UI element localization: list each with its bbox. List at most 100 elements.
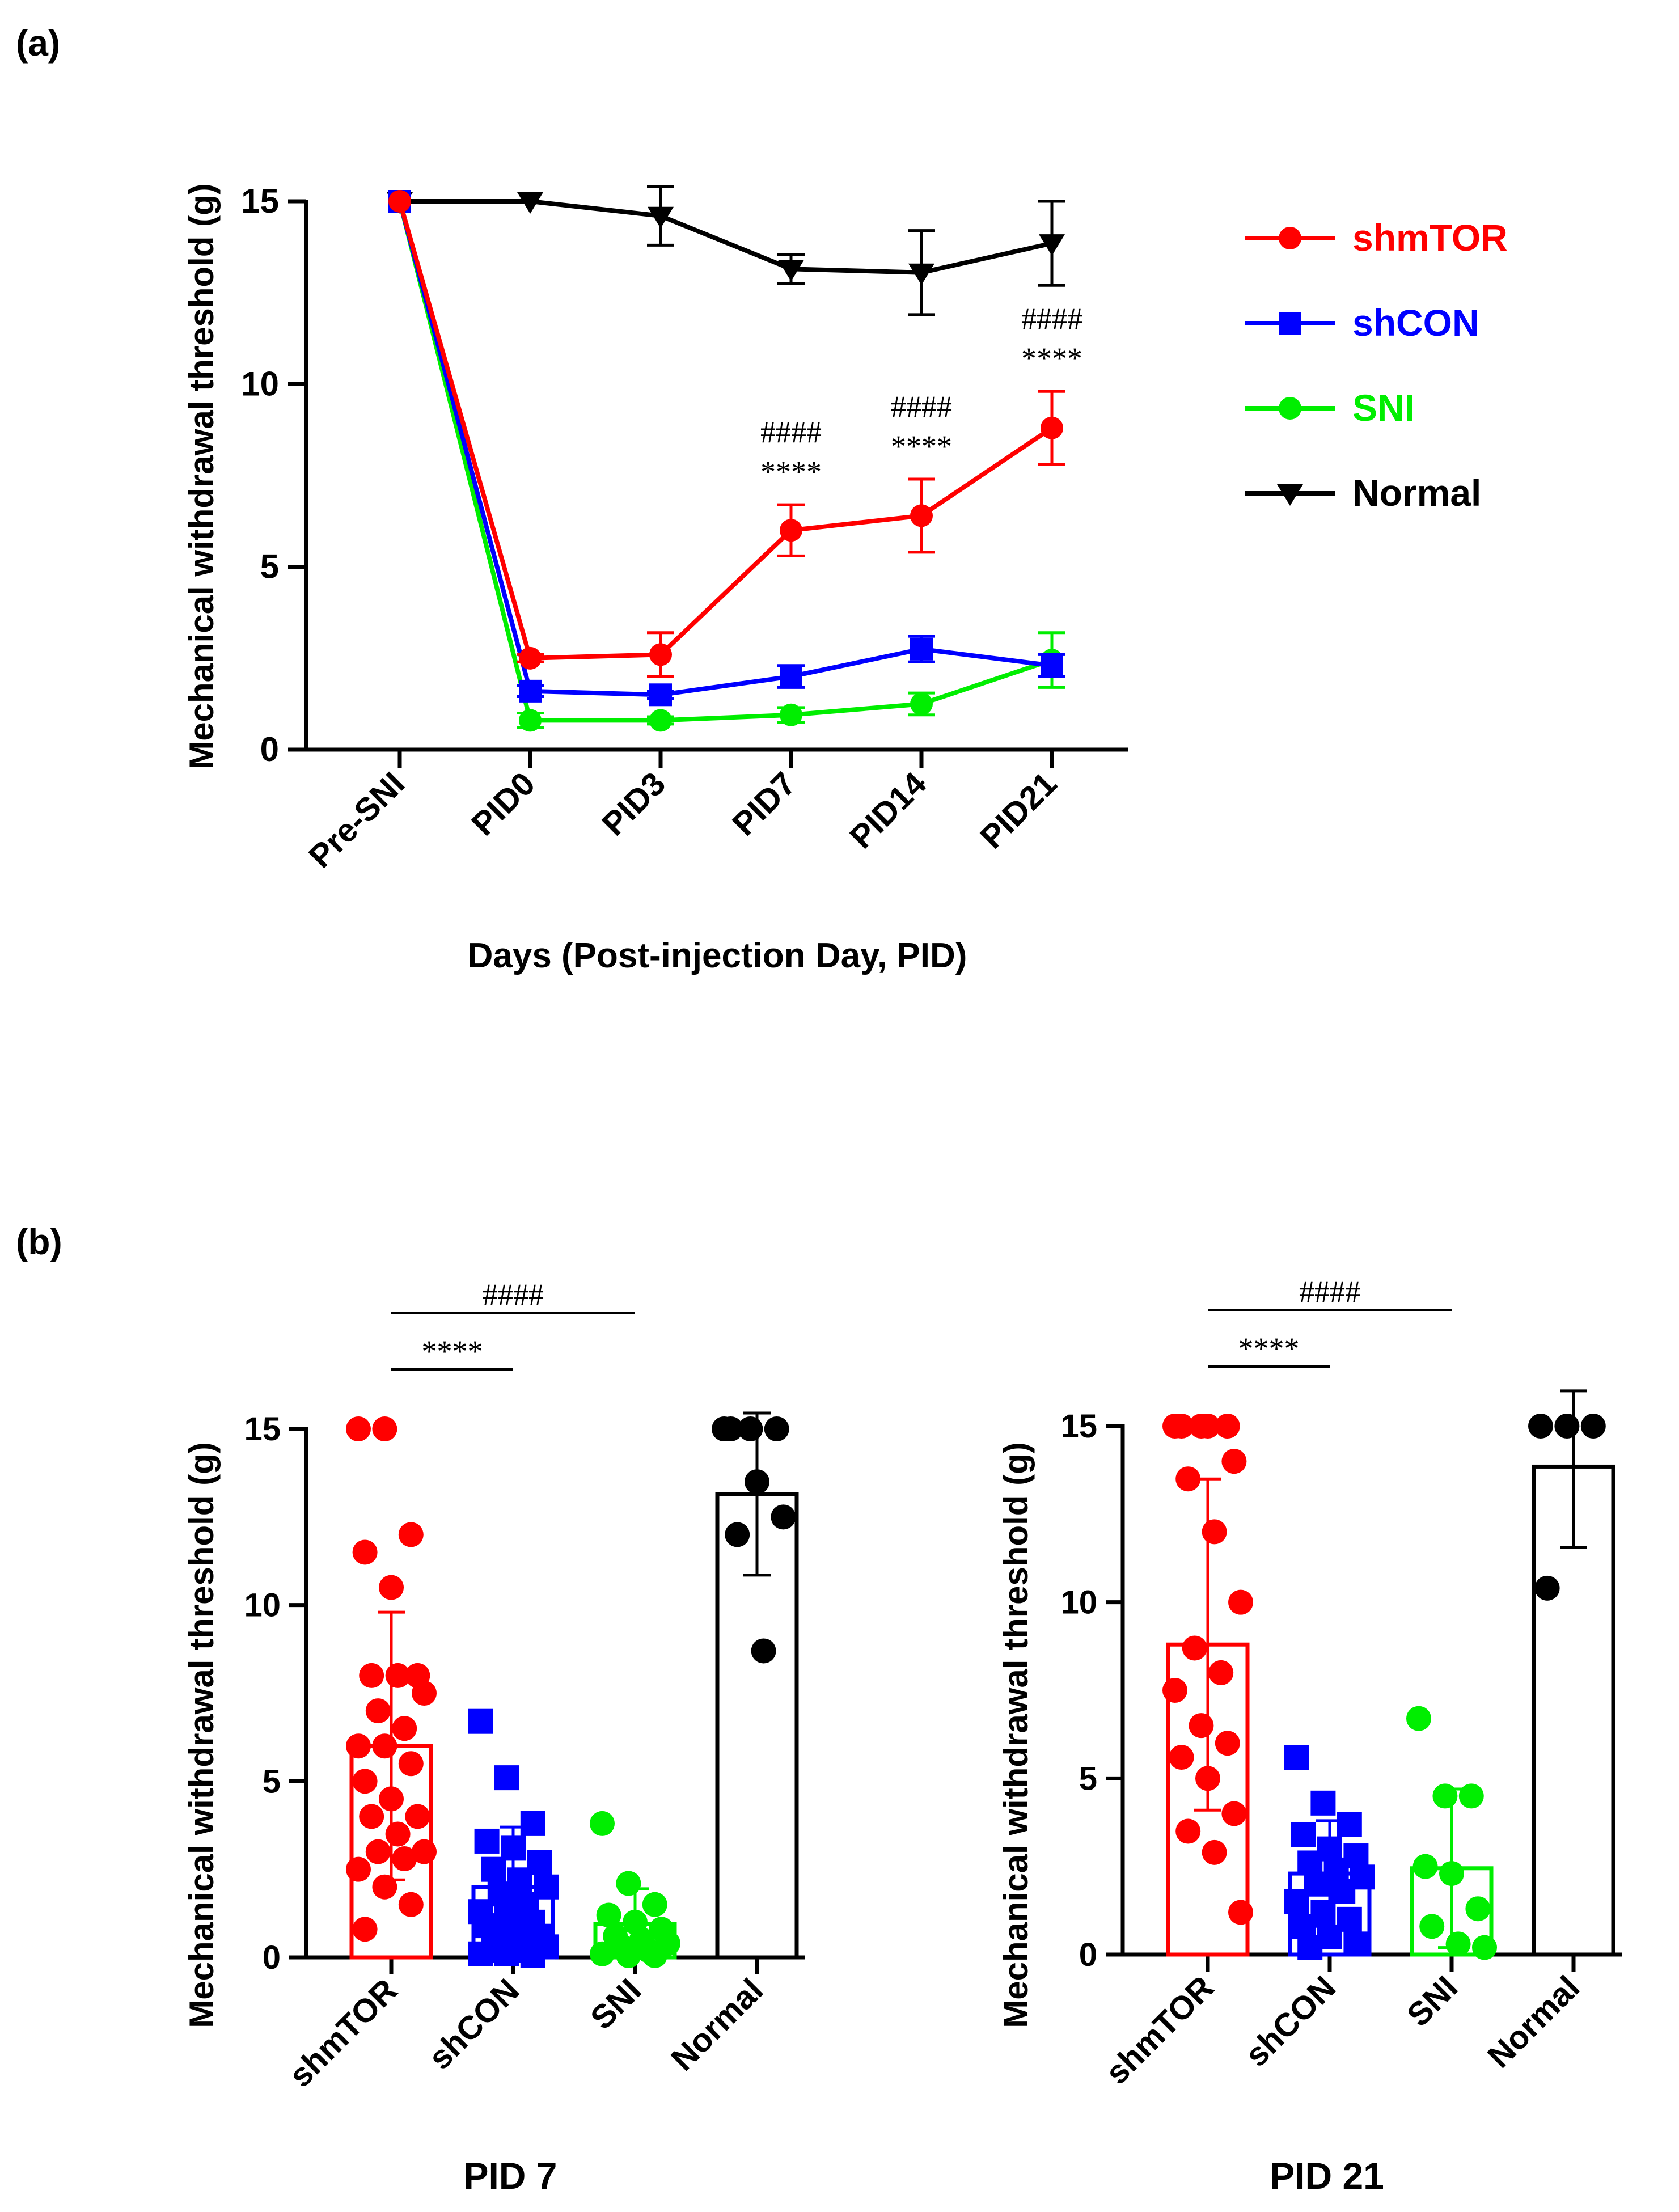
y-tick-label: 10	[244, 1587, 281, 1624]
data-point-shmTOR	[398, 1751, 424, 1777]
bar-chart-pid21: 0 5 10 15 Mechanical withdrawal threshold (g…	[997, 1275, 1622, 2197]
data-point-shCON	[468, 1708, 493, 1734]
data-point-shmTOR	[1228, 1900, 1253, 1925]
data-point-shCON	[1291, 1914, 1316, 1939]
point-Normal	[778, 260, 804, 282]
point-shmTOR	[780, 519, 802, 542]
y-tick-label: 5	[1079, 1760, 1097, 1797]
data-point-SNI	[642, 1943, 667, 1968]
y-axis-title: Mechanical withdrawal threshold (g)	[997, 1442, 1035, 2028]
bar-chart-pid7: 0 5 10 15 Mechanical withdrawal threshold (g…	[183, 1278, 805, 2197]
data-point-shmTOR	[1221, 1449, 1247, 1474]
data-point-SNI	[616, 1943, 641, 1968]
data-point-shCON	[1297, 1935, 1323, 1960]
legend-marker-SNI	[1279, 397, 1301, 420]
y-tick-label: 5	[263, 1763, 281, 1800]
legend-label-shmTOR: shmTOR	[1352, 217, 1508, 259]
data-point-Normal	[1580, 1414, 1606, 1439]
x-tick-label: PID14	[843, 765, 933, 856]
data-point-shmTOR	[372, 1416, 397, 1441]
point-Normal	[1039, 234, 1065, 256]
y-tick-label: 0	[263, 1939, 281, 1976]
y-tick-label: 0	[260, 730, 279, 768]
data-point-shmTOR	[1182, 1635, 1207, 1661]
data-point-shmTOR	[352, 1917, 378, 1942]
chart-title: PID 21	[1270, 2155, 1384, 2197]
series-line-SNI	[397, 201, 1053, 723]
point-shmTOR	[1041, 416, 1063, 439]
point-shmTOR	[519, 646, 542, 670]
data-point-shmTOR	[346, 1733, 371, 1759]
data-point-SNI	[590, 1941, 615, 1966]
data-point-shCON	[494, 1941, 519, 1966]
point-SNI	[649, 709, 672, 732]
data-point-shmTOR	[346, 1856, 371, 1882]
data-point-Normal	[771, 1504, 796, 1530]
data-point-Normal	[751, 1638, 776, 1664]
x-tick-label: shmTOR	[1098, 1969, 1221, 2091]
data-point-SNI	[590, 1811, 615, 1836]
data-point-shCON	[1310, 1790, 1336, 1816]
x-tick-label: PID0	[464, 765, 542, 843]
point-shCON	[519, 679, 542, 703]
line-chart-a: 0 5 10 15 Pre-SNI PID0 PID3 PID7 PID14 PID21 Mecha…	[183, 182, 1508, 975]
x-tick-label: Normal	[1481, 1969, 1587, 2075]
series-line-shCON	[397, 200, 1052, 697]
data-point-shmTOR	[405, 1804, 430, 1829]
x-tick-label: PID3	[595, 765, 673, 843]
data-point-shCON	[1297, 1850, 1323, 1876]
x-tick-label: Normal	[664, 1972, 770, 2078]
data-point-shmTOR	[352, 1539, 378, 1565]
data-point-shmTOR	[1175, 1818, 1201, 1844]
data-point-shmTOR	[1215, 1414, 1240, 1439]
chart-title: PID 7	[463, 2155, 557, 2197]
data-point-shmTOR	[1202, 1839, 1227, 1865]
data-point-shmTOR	[392, 1846, 417, 1872]
data-point-shmTOR	[385, 1663, 411, 1688]
data-point-shmTOR	[1189, 1713, 1214, 1739]
data-point-shmTOR	[372, 1874, 397, 1900]
data-point-SNI	[1419, 1914, 1445, 1939]
y-axis-title: Mechanical withdrawal threshold (g)	[183, 1442, 221, 2028]
x-tick-label: shCON	[1238, 1969, 1343, 2074]
significance-hashes: ####	[891, 390, 952, 424]
point-SNI	[910, 692, 933, 716]
significance-hashes: ####	[1021, 302, 1082, 336]
x-axis-title: Days (Post-injection Day, PID)	[468, 936, 967, 975]
data-point-shCON	[481, 1856, 506, 1882]
data-point-shmTOR	[352, 1769, 378, 1794]
data-point-shmTOR	[379, 1575, 404, 1600]
x-tick-label: PID7	[725, 765, 803, 843]
legend-marker-shmTOR	[1279, 227, 1301, 249]
data-point-shmTOR	[346, 1416, 371, 1441]
data-point-shmTOR	[1221, 1801, 1247, 1826]
data-point-SNI	[642, 1892, 667, 1917]
x-tick-label: PID21	[973, 765, 1064, 856]
data-point-shCON	[1343, 1931, 1369, 1957]
y-tick-label: 5	[260, 548, 279, 586]
y-axis-title: Mechanical withdrawal threshold (g)	[183, 183, 221, 769]
point-shmTOR	[649, 643, 672, 666]
point-shCON	[910, 637, 933, 661]
point-Normal	[908, 263, 934, 285]
data-point-SNI	[596, 1902, 621, 1928]
data-point-shmTOR	[365, 1839, 391, 1864]
data-point-shmTOR	[359, 1663, 384, 1688]
legend-marker-Normal	[1277, 484, 1303, 506]
point-Normal	[517, 192, 543, 214]
point-shCON	[1041, 654, 1063, 677]
data-point-shCON	[1284, 1745, 1309, 1770]
data-point-shmTOR	[1169, 1745, 1194, 1770]
point-Normal	[648, 206, 674, 229]
data-point-Normal	[1528, 1414, 1553, 1439]
significance-stars: ****	[891, 429, 952, 463]
data-point-shCON	[1284, 1889, 1309, 1914]
significance-stars: ****	[760, 455, 822, 489]
data-point-shCON	[474, 1828, 500, 1854]
data-point-Normal	[1554, 1414, 1580, 1439]
data-point-shmTOR	[1208, 1660, 1234, 1685]
data-point-Normal	[725, 1522, 750, 1547]
data-point-SNI	[1472, 1935, 1497, 1960]
data-point-SNI	[1465, 1896, 1491, 1922]
significance-label: ####	[1299, 1275, 1360, 1309]
